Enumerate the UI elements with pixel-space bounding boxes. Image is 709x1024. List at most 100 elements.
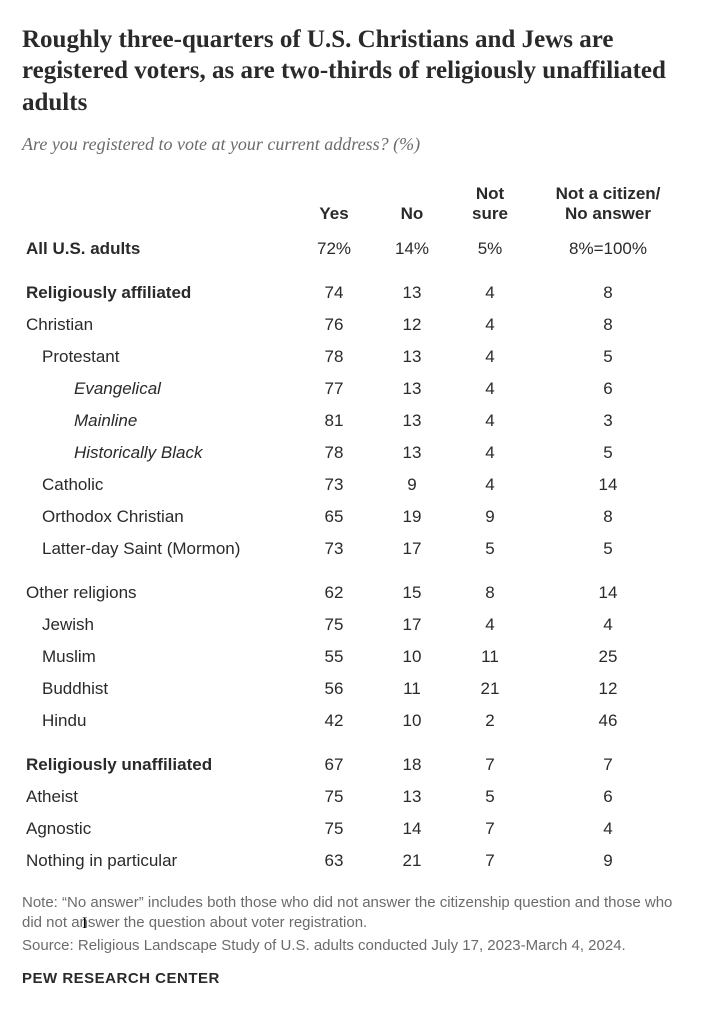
cell-no: 19	[373, 501, 451, 533]
cell-not_citizen: 12	[529, 673, 687, 705]
cell-not_citizen: 7	[529, 737, 687, 781]
cell-yes: 63	[295, 845, 373, 877]
cell-yes: 56	[295, 673, 373, 705]
cell-not_citizen: 8	[529, 265, 687, 309]
table-row: Muslim55101125	[22, 641, 687, 673]
cell-not_sure: 5%	[451, 233, 529, 265]
cell-no: 10	[373, 641, 451, 673]
cell-yes: 74	[295, 265, 373, 309]
cell-no: 13	[373, 341, 451, 373]
cell-not_sure: 5	[451, 533, 529, 565]
cell-yes: 77	[295, 373, 373, 405]
cell-no: 13	[373, 373, 451, 405]
cell-not_sure: 9	[451, 501, 529, 533]
table-row: Other religions6215814	[22, 565, 687, 609]
cell-not_sure: 7	[451, 845, 529, 877]
table-row: Atheist751356	[22, 781, 687, 813]
cell-not_sure: 4	[451, 309, 529, 341]
cell-not_citizen: 6	[529, 373, 687, 405]
cell-no: 13	[373, 405, 451, 437]
row-label: Latter-day Saint (Mormon)	[22, 533, 295, 565]
table-row: Jewish751744	[22, 609, 687, 641]
cell-no: 12	[373, 309, 451, 341]
cell-not_sure: 7	[451, 813, 529, 845]
cell-not_citizen: 46	[529, 705, 687, 737]
row-label: Other religions	[22, 565, 295, 609]
col-header-yes: Yes	[295, 178, 373, 233]
row-label: Protestant	[22, 341, 295, 373]
cell-not_sure: 4	[451, 437, 529, 469]
cell-no: 18	[373, 737, 451, 781]
table-row: Protestant781345	[22, 341, 687, 373]
row-label: Jewish	[22, 609, 295, 641]
cell-no: 15	[373, 565, 451, 609]
col-header-no: No	[373, 178, 451, 233]
row-label: Catholic	[22, 469, 295, 501]
pew-logo: PEW RESEARCH CENTER	[22, 970, 687, 987]
table-row: Buddhist56112112	[22, 673, 687, 705]
cell-no: 10	[373, 705, 451, 737]
row-label: Hindu	[22, 705, 295, 737]
cell-not_sure: 8	[451, 565, 529, 609]
cell-not_sure: 11	[451, 641, 529, 673]
table-row: Religiously unaffiliated671877	[22, 737, 687, 781]
cell-no: 21	[373, 845, 451, 877]
table-row: Catholic739414	[22, 469, 687, 501]
cell-not_citizen: 5	[529, 533, 687, 565]
cell-not_sure: 4	[451, 373, 529, 405]
table-row: Mainline811343	[22, 405, 687, 437]
cell-not_citizen: 5	[529, 341, 687, 373]
row-label: Muslim	[22, 641, 295, 673]
row-label: Mainline	[22, 405, 295, 437]
cell-no: 14%	[373, 233, 451, 265]
table-row: Historically Black781345	[22, 437, 687, 469]
cell-no: 14	[373, 813, 451, 845]
col-header-not-sure: Notsure	[451, 178, 529, 233]
cell-yes: 75	[295, 609, 373, 641]
cell-yes: 75	[295, 781, 373, 813]
cell-yes: 62	[295, 565, 373, 609]
cell-yes: 72%	[295, 233, 373, 265]
cell-not_citizen: 6	[529, 781, 687, 813]
table-row: All U.S. adults72%14%5%8%=100%	[22, 233, 687, 265]
row-label: Historically Black	[22, 437, 295, 469]
row-label: Religiously unaffiliated	[22, 737, 295, 781]
cell-not_sure: 4	[451, 265, 529, 309]
cell-not_citizen: 3	[529, 405, 687, 437]
row-label: Christian	[22, 309, 295, 341]
cell-yes: 81	[295, 405, 373, 437]
cell-yes: 67	[295, 737, 373, 781]
cell-no: 17	[373, 533, 451, 565]
cell-yes: 65	[295, 501, 373, 533]
table-row: Evangelical771346	[22, 373, 687, 405]
cell-not_citizen: 5	[529, 437, 687, 469]
cell-not_citizen: 8	[529, 501, 687, 533]
cell-yes: 78	[295, 341, 373, 373]
table-body: All U.S. adults72%14%5%8%=100% Religiousl…	[22, 233, 687, 877]
table-row: Orthodox Christian651998	[22, 501, 687, 533]
table-row: Hindu4210246	[22, 705, 687, 737]
cell-no: 9	[373, 469, 451, 501]
cell-yes: 55	[295, 641, 373, 673]
row-label: All U.S. adults	[22, 233, 295, 265]
cell-not_citizen: 8%=100%	[529, 233, 687, 265]
cell-not_citizen: 14	[529, 565, 687, 609]
row-label: Evangelical	[22, 373, 295, 405]
cell-yes: 76	[295, 309, 373, 341]
cell-not_sure: 4	[451, 341, 529, 373]
cell-not_sure: 4	[451, 469, 529, 501]
cell-not_sure: 7	[451, 737, 529, 781]
cell-yes: 42	[295, 705, 373, 737]
cell-no: 13	[373, 437, 451, 469]
cell-not_sure: 5	[451, 781, 529, 813]
cell-not_sure: 2	[451, 705, 529, 737]
row-label: Buddhist	[22, 673, 295, 705]
cell-yes: 73	[295, 469, 373, 501]
row-label: Atheist	[22, 781, 295, 813]
cell-no: 13	[373, 781, 451, 813]
cell-not_sure: 21	[451, 673, 529, 705]
cell-not_citizen: 9	[529, 845, 687, 877]
source-line: Source: Religious Landscape Study of U.S…	[22, 936, 687, 956]
table-row: Nothing in particular632179	[22, 845, 687, 877]
col-header-not-citizen: Not a citizen/No answer	[529, 178, 687, 233]
